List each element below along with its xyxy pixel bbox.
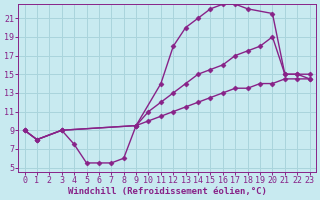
X-axis label: Windchill (Refroidissement éolien,°C): Windchill (Refroidissement éolien,°C) <box>68 187 267 196</box>
